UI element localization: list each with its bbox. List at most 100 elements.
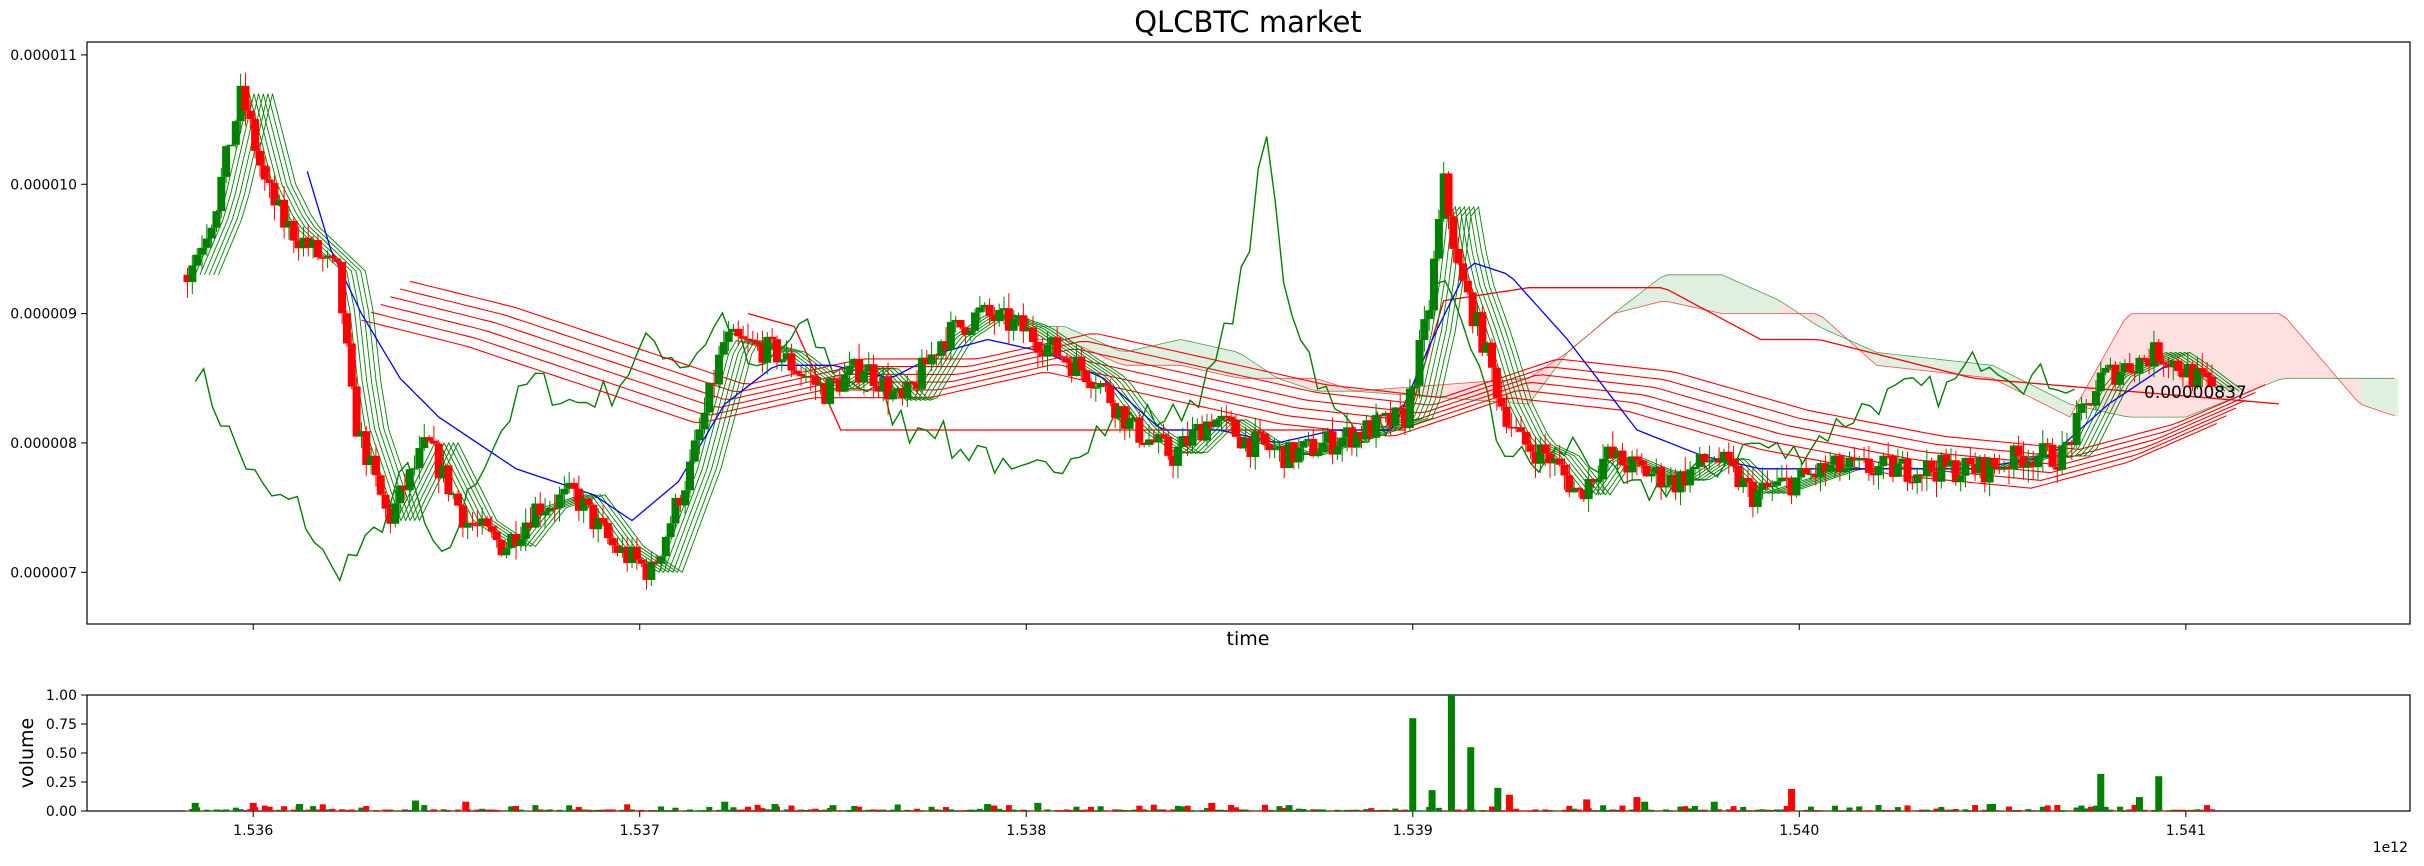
volume-bar: [1817, 810, 1824, 812]
volume-bar: [358, 807, 365, 811]
volume-bar: [1194, 810, 1201, 812]
candle-body-down: [1850, 457, 1859, 461]
volume-bar: [1624, 810, 1631, 812]
volume-bar: [1295, 808, 1302, 811]
candle-body-down: [1260, 433, 1269, 445]
volume-bar: [1841, 810, 1848, 812]
volume-bar: [508, 806, 515, 811]
candle-body-up: [685, 461, 694, 491]
cloud-segment-bullish: [1876, 352, 1993, 379]
candle-body-up: [971, 312, 980, 331]
volume-bar: [2068, 810, 2075, 812]
candle-body-up: [396, 485, 405, 504]
volume-bar: [276, 809, 283, 811]
candle-body-down: [739, 336, 748, 339]
volume-bar: [1537, 810, 1544, 812]
candle-body-down: [1019, 315, 1028, 332]
candle-body-up: [2024, 462, 2033, 468]
volume-bar: [909, 810, 916, 812]
volume-bar: [343, 809, 350, 811]
volume-bar: [771, 804, 779, 811]
candle-body-down: [241, 85, 250, 111]
volume-bar: [1575, 809, 1582, 811]
candle-body-down: [613, 545, 622, 553]
candle-body-up: [1154, 434, 1163, 443]
last-price-label: 0.00000837: [2144, 383, 2247, 403]
volume-bar: [715, 809, 722, 811]
candle-body-down: [2130, 371, 2139, 374]
candle-body-down: [1183, 436, 1192, 446]
volume-y-tick-label: 0.75: [46, 717, 77, 733]
candle-body-down: [1246, 437, 1255, 457]
volume-bar: [1919, 809, 1926, 811]
price-plot-frame: [86, 41, 2411, 625]
volume-bar: [1310, 809, 1317, 811]
candle-body-up: [579, 498, 588, 511]
volume-bar: [691, 810, 698, 812]
volume-bar: [1489, 806, 1496, 811]
volume-bar: [1063, 809, 1070, 811]
volume-bar: [624, 804, 631, 811]
candle-body-down: [1545, 453, 1554, 464]
candle-body-up: [1879, 455, 1888, 467]
candle-body-up: [439, 465, 448, 479]
candle-body-down: [835, 379, 844, 392]
volume-bar: [319, 804, 326, 811]
candle-body-up: [2193, 368, 2202, 388]
volume-bar: [957, 810, 964, 812]
volume-bar: [1397, 810, 1404, 811]
volume-bar: [1759, 809, 1766, 811]
volume-bar: [2088, 806, 2095, 811]
volume-bar: [2005, 806, 2012, 811]
candle-body-up: [2183, 364, 2192, 378]
volume-bar: [836, 810, 843, 812]
volume-bar: [1112, 809, 1119, 811]
candle-body-down: [1618, 450, 1627, 466]
candle-body-up: [1294, 447, 1303, 463]
candle-body-up: [2058, 445, 2067, 470]
candle-body-down: [961, 327, 970, 335]
volume-bar: [1165, 810, 1172, 812]
candle-body-down: [1526, 444, 1535, 452]
candle-body-down: [1632, 456, 1641, 461]
candle-body-down: [1082, 370, 1091, 383]
volume-bar: [2184, 810, 2191, 811]
candle-body-down: [2207, 377, 2216, 387]
candle-body-down: [2164, 364, 2173, 368]
candle-body-down: [1062, 358, 1071, 363]
volume-x-tick-label: 1.537: [620, 823, 660, 839]
volume-bar: [2117, 806, 2124, 811]
volume-bar: [368, 810, 375, 812]
candle-body-down: [1289, 442, 1298, 463]
candle-body-up: [1014, 315, 1023, 319]
volume-bar: [387, 809, 394, 811]
candle-body-down: [1555, 458, 1564, 465]
volume-bar: [1131, 809, 1138, 811]
volume-bar: [2121, 810, 2128, 811]
candle-body-up: [1285, 442, 1294, 469]
volume-bar: [1556, 810, 1563, 812]
volume-bar: [1141, 809, 1148, 811]
ma-ribbon-red-line: [390, 296, 2246, 466]
volume-bar: [1706, 810, 1713, 812]
volume-bar: [1440, 810, 1447, 812]
candle-body-up: [357, 431, 366, 437]
candle-body-up: [1439, 173, 1448, 219]
candle-body-down: [425, 437, 434, 441]
candle-body-down: [1734, 465, 1743, 488]
volume-bar: [628, 809, 635, 811]
candle-body-down: [304, 237, 313, 248]
candle-body-down: [2154, 342, 2163, 362]
candle-body-down: [792, 370, 801, 375]
volume-bar: [1583, 799, 1591, 811]
volume-bar: [2025, 809, 2032, 811]
volume-bar: [1136, 805, 1143, 811]
candle-body-up: [1072, 356, 1081, 376]
volume-bar: [1402, 809, 1409, 811]
candle-body-up: [729, 328, 738, 332]
candle-body-up: [555, 494, 564, 509]
volume-bar: [1527, 810, 1534, 812]
candle-body-down: [574, 488, 583, 511]
volume-bar: [421, 805, 428, 811]
candle-body-down: [1671, 475, 1680, 493]
